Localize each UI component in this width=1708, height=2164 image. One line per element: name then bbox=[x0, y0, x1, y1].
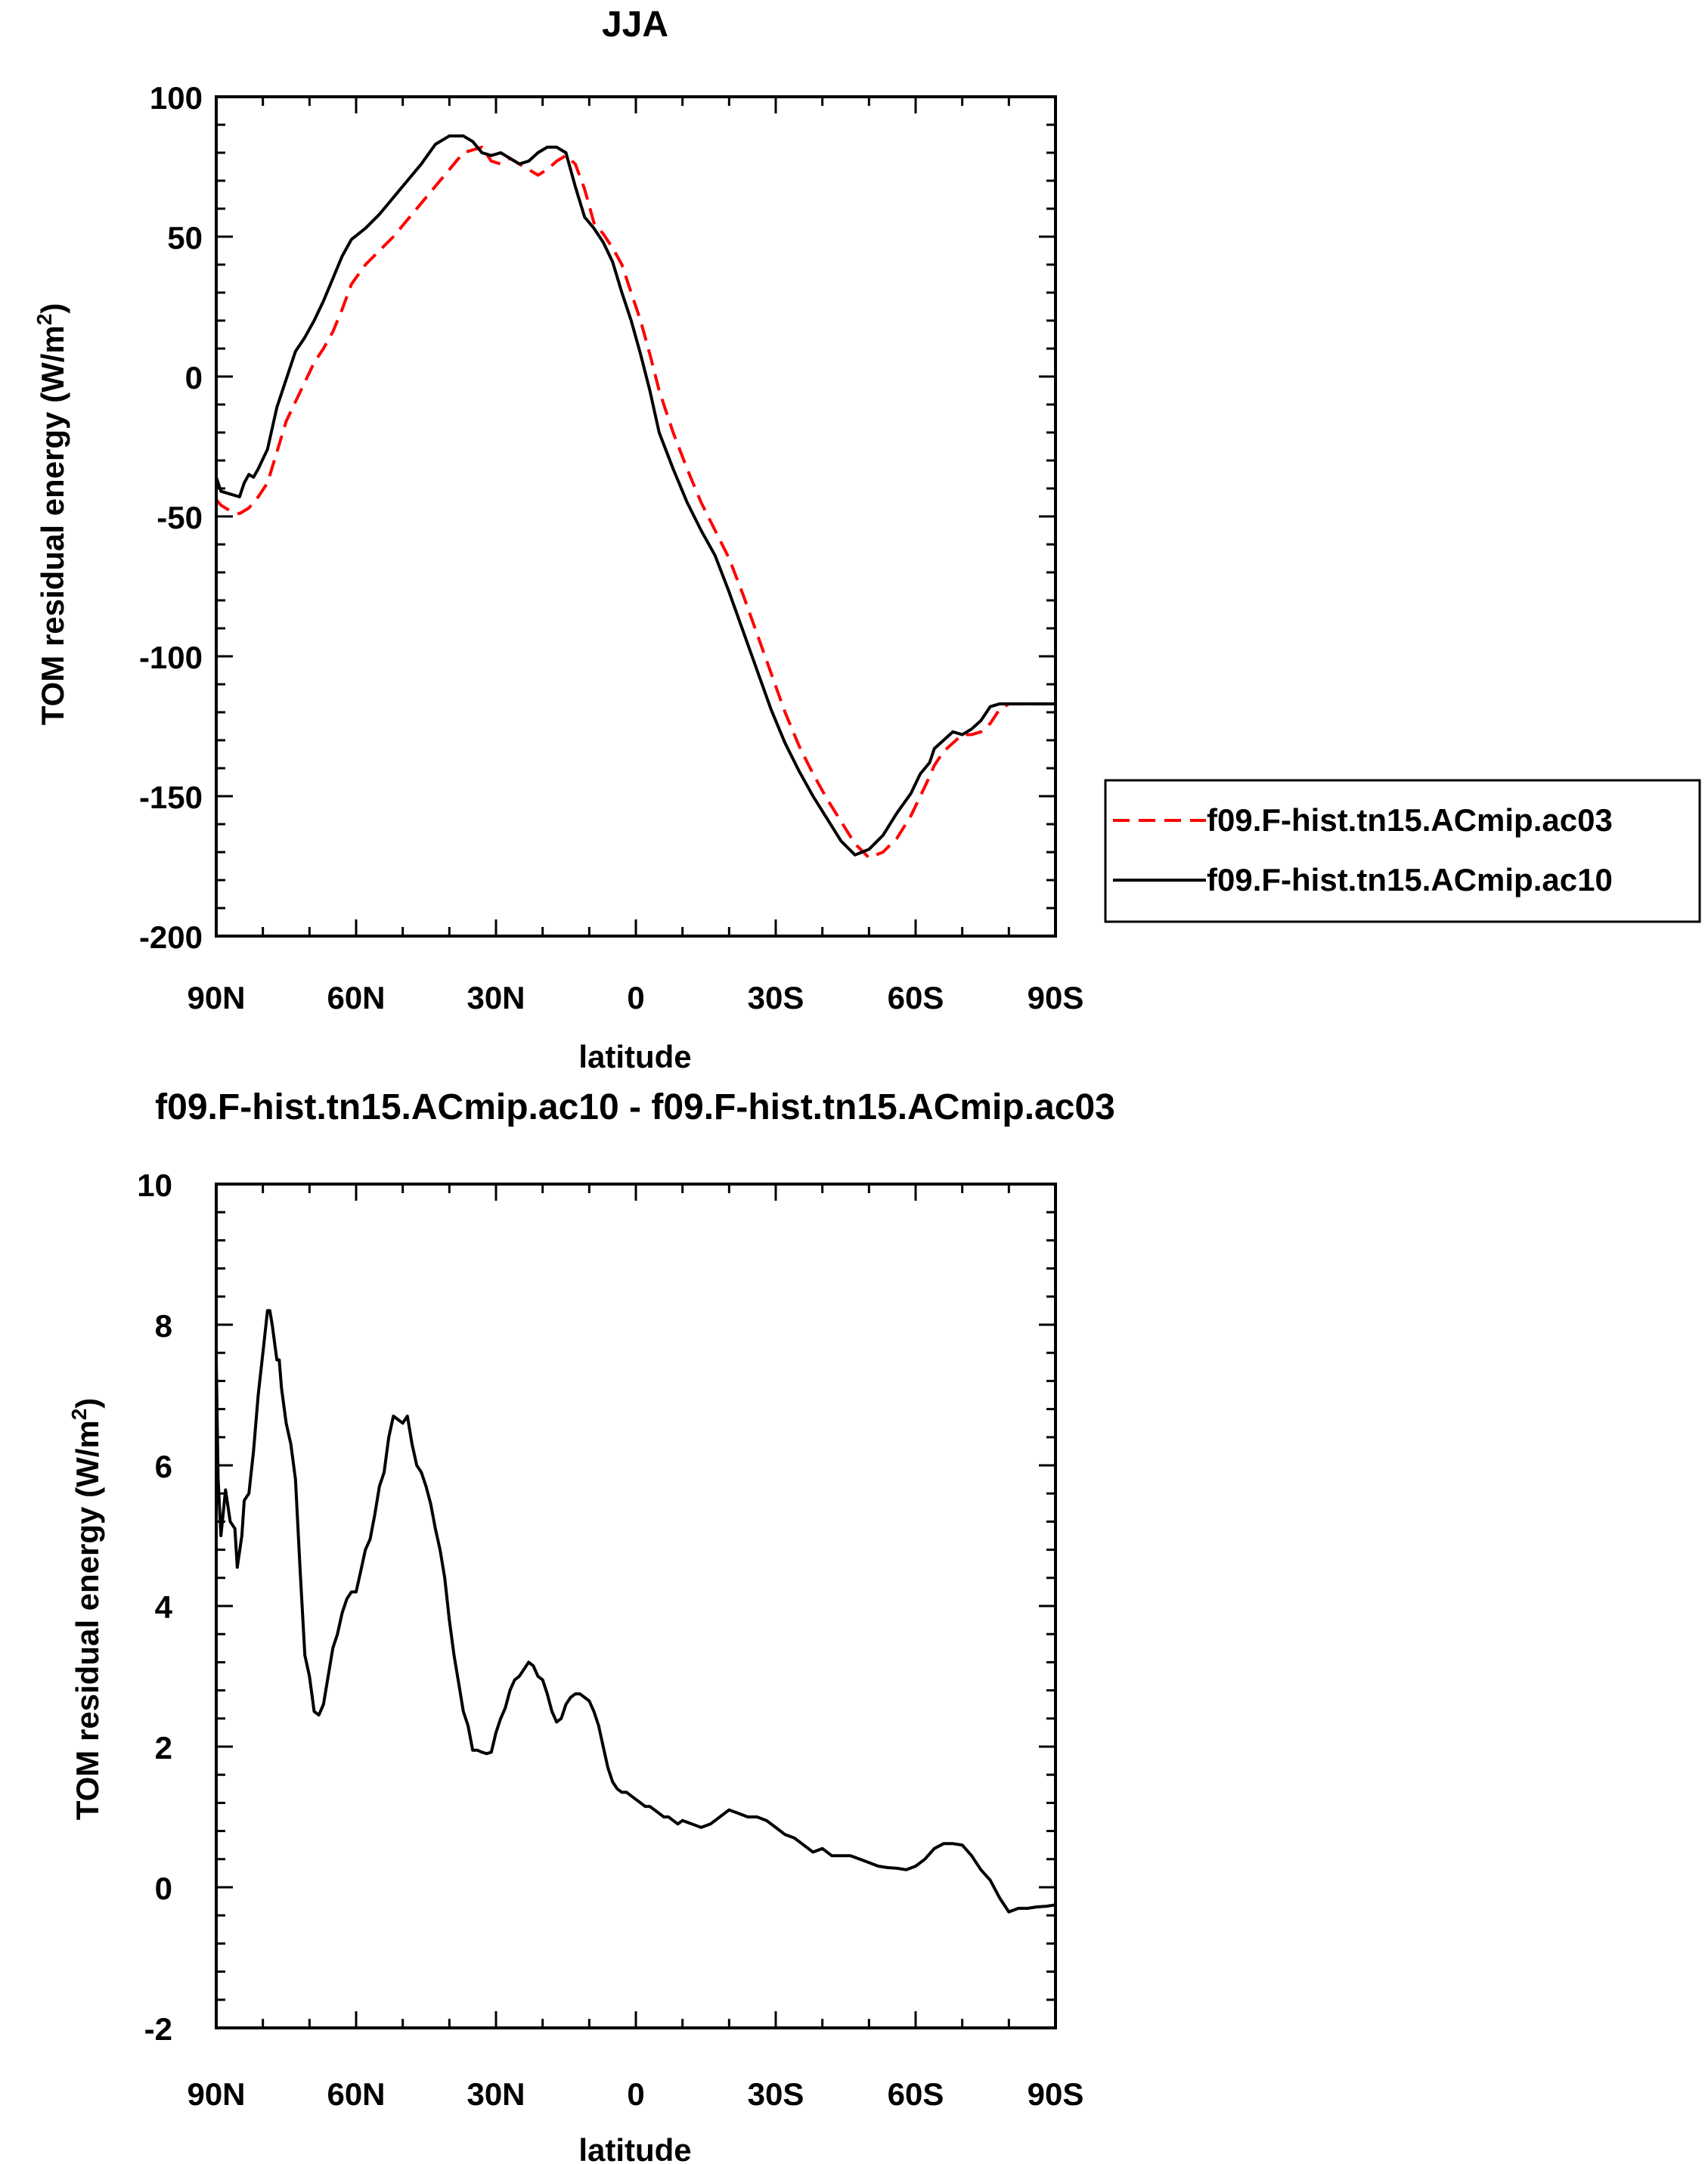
legend-label-ac10: f09.F-hist.tn15.ACmip.ac10 bbox=[1207, 862, 1613, 898]
top-chart-y-axis-label: TOM residual energy (W/m2) bbox=[33, 303, 70, 726]
top-chart-plot-area bbox=[215, 95, 1057, 938]
bottom-x-tick-label: 90N bbox=[187, 2076, 245, 2112]
top-chart-legend: f09.F-hist.tn15.ACmip.ac03 f09.F-hist.tn… bbox=[1104, 779, 1701, 923]
top-y-tick-label: 0 bbox=[185, 360, 203, 395]
bottom-series-line-0 bbox=[215, 1309, 1056, 1914]
bottom-y-tick-label: 6 bbox=[155, 1449, 172, 1484]
top-chart-y-tick-labels: 100 50 0 -50 -100 -150 -200 bbox=[139, 80, 203, 955]
top-series-line-1 bbox=[215, 134, 1055, 857]
top-x-tick-label: 60N bbox=[327, 980, 385, 1015]
legend-box bbox=[1104, 779, 1701, 923]
bottom-y-tick-label: 2 bbox=[155, 1730, 172, 1766]
bottom-chart-y-axis-label: TOM residual energy (W/m2) bbox=[67, 1398, 105, 1821]
top-chart-frame bbox=[215, 95, 1057, 938]
bottom-x-tick-label: 60S bbox=[888, 2076, 944, 2112]
bottom-x-tick-label: 0 bbox=[627, 2076, 644, 2112]
bottom-y-tick-label: 0 bbox=[155, 1871, 172, 1906]
bottom-y-tick-label: -2 bbox=[144, 2011, 172, 2047]
bottom-x-tick-label: 30S bbox=[748, 2076, 804, 2112]
bottom-x-tick-label: 30N bbox=[467, 2076, 525, 2112]
bottom-chart-y-tick-labels: 10 8 6 4 2 0 -2 bbox=[137, 1167, 172, 2047]
top-chart-x-tick-labels: 90N 60N 30N 0 30S 60S 90S bbox=[187, 980, 1083, 1015]
top-series-line-0 bbox=[215, 145, 1055, 860]
bottom-x-tick-label: 90S bbox=[1028, 2076, 1084, 2112]
top-x-tick-label: 30S bbox=[748, 980, 804, 1015]
bottom-chart-frame bbox=[215, 1183, 1057, 2029]
top-chart: JJA 90N 60N 30N 0 30S 60S 90S 100 50 0 -… bbox=[33, 5, 1701, 1074]
top-y-tick-label: 100 bbox=[150, 80, 203, 116]
bottom-chart: f09.F-hist.tn15.ACmip.ac10 - f09.F-hist.… bbox=[67, 1087, 1115, 2164]
top-y-tick-label: 50 bbox=[167, 220, 203, 256]
top-x-tick-label: 30N bbox=[467, 980, 525, 1015]
bottom-chart-title: f09.F-hist.tn15.ACmip.ac10 - f09.F-hist.… bbox=[155, 1087, 1115, 1127]
top-chart-title: JJA bbox=[602, 5, 668, 45]
top-y-tick-label: -150 bbox=[139, 780, 203, 815]
bottom-chart-x-tick-labels: 90N 60N 30N 0 30S 60S 90S bbox=[187, 2076, 1083, 2112]
bottom-chart-plot-area bbox=[215, 1183, 1057, 2029]
bottom-chart-x-axis-label: latitude bbox=[578, 2132, 691, 2164]
top-y-tick-label: -50 bbox=[157, 500, 203, 535]
top-x-tick-label: 90N bbox=[187, 980, 245, 1015]
bottom-y-tick-label: 4 bbox=[155, 1589, 173, 1625]
top-chart-x-axis-label: latitude bbox=[578, 1039, 691, 1074]
top-y-tick-label: -100 bbox=[139, 640, 203, 675]
bottom-y-tick-label: 10 bbox=[137, 1167, 172, 1203]
top-x-tick-label: 60S bbox=[888, 980, 944, 1015]
bottom-y-tick-label: 8 bbox=[155, 1308, 172, 1344]
top-x-tick-label: 90S bbox=[1028, 980, 1084, 1015]
legend-label-ac03: f09.F-hist.tn15.ACmip.ac03 bbox=[1207, 802, 1613, 838]
bottom-x-tick-label: 60N bbox=[327, 2076, 385, 2112]
top-x-tick-label: 0 bbox=[627, 980, 644, 1015]
top-y-tick-label: -200 bbox=[139, 919, 203, 955]
